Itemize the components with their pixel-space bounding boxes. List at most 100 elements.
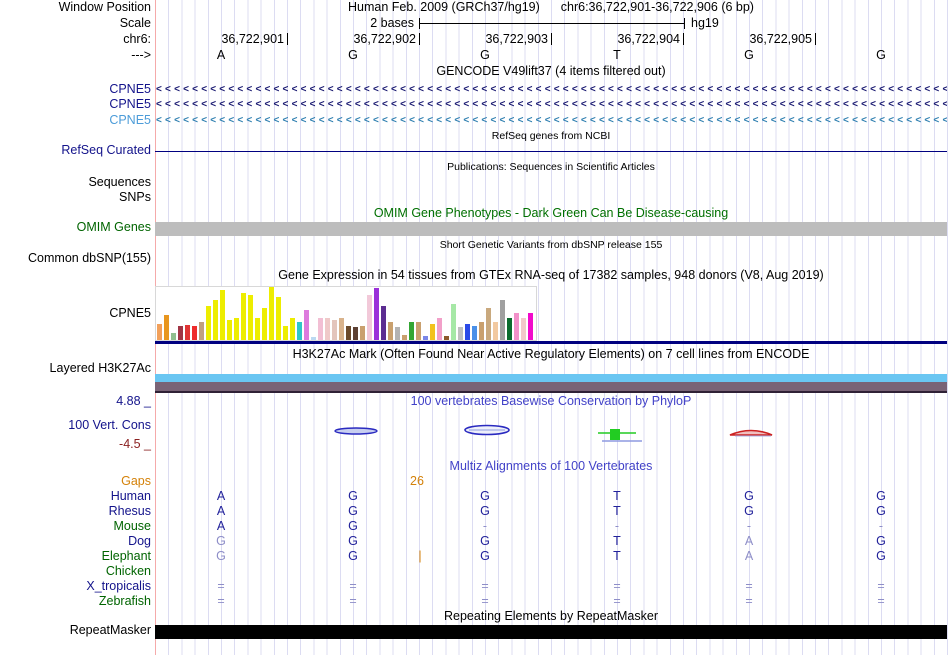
alignment-base: G — [348, 489, 358, 503]
gtex-tissue-bar[interactable] — [325, 318, 330, 340]
h3k27ac-signal-dark-line — [155, 391, 947, 393]
gtex-tissue-bar[interactable] — [206, 306, 211, 340]
gtex-tissue-bar[interactable] — [178, 326, 183, 340]
gtex-tissue-bar[interactable] — [486, 308, 491, 340]
gtex-tissue-bar[interactable] — [451, 304, 456, 340]
alignment-base: = — [745, 594, 753, 608]
phylop-mark-red-arc[interactable] — [727, 426, 775, 438]
gtex-tissue-bar[interactable] — [185, 325, 190, 340]
species-label-zebrafish[interactable]: Zebrafish — [98, 594, 151, 608]
gtex-tissue-bar[interactable] — [157, 324, 162, 340]
gtex-tissue-bar[interactable] — [465, 324, 470, 340]
alignment-base: T — [613, 489, 621, 503]
gtex-tissue-bar[interactable] — [241, 293, 246, 340]
gtex-tissue-bar[interactable] — [164, 315, 169, 340]
gtex-tissue-bar[interactable] — [388, 322, 393, 340]
gtex-tissue-bar[interactable] — [192, 326, 197, 340]
gtex-tissue-bar[interactable] — [332, 320, 337, 340]
gtex-tissue-bar[interactable] — [262, 308, 267, 340]
gtex-tissue-bar[interactable] — [479, 322, 484, 340]
species-label-mouse[interactable]: Mouse — [113, 519, 151, 533]
gtex-expression-bars[interactable] — [157, 287, 535, 340]
gtex-tissue-bar[interactable] — [367, 295, 372, 340]
gtex-tissue-bar[interactable] — [416, 322, 421, 340]
window-position-label: Window Position — [58, 0, 151, 14]
gencode-transcript-arrows[interactable]: <<<<<<<<<<<<<<<<<<<<<<<<<<<<<<<<<<<<<<<<… — [156, 115, 947, 126]
gtex-tissue-bar[interactable] — [220, 290, 225, 340]
gtex-tissue-bar[interactable] — [472, 326, 477, 340]
gencode-transcript-label[interactable]: CPNE5 — [109, 97, 151, 111]
phylop-mark-ellipse-1[interactable] — [333, 426, 379, 436]
alignment-base: G — [480, 489, 490, 503]
gtex-tissue-bar[interactable] — [199, 322, 204, 340]
gtex-tissue-bar[interactable] — [402, 335, 407, 340]
gtex-tissue-bar[interactable] — [381, 306, 386, 340]
h3k27ac-signal-mauve[interactable] — [155, 382, 947, 391]
gtex-tissue-bar[interactable] — [346, 326, 351, 340]
gtex-tissue-bar[interactable] — [360, 326, 365, 340]
gencode-transcript-label[interactable]: CPNE5 — [109, 82, 151, 96]
gtex-tissue-bar[interactable] — [493, 322, 498, 340]
gtex-tissue-bar[interactable] — [248, 295, 253, 340]
gtex-tissue-bar[interactable] — [514, 313, 519, 340]
alignment-base: - — [482, 519, 488, 533]
gtex-tissue-bar[interactable] — [507, 318, 512, 340]
gtex-tissue-bar[interactable] — [297, 322, 302, 340]
gtex-tissue-bar[interactable] — [171, 333, 176, 340]
gtex-tissue-bar[interactable] — [444, 336, 449, 340]
gtex-tissue-bar[interactable] — [500, 300, 505, 340]
phylop-mark-green-box[interactable] — [596, 428, 644, 444]
species-label-human[interactable]: Human — [110, 489, 151, 503]
alignment-base: - — [746, 519, 752, 533]
gtex-tissue-bar[interactable] — [311, 337, 316, 340]
gtex-tissue-bar[interactable] — [269, 287, 274, 340]
gtex-tissue-bar[interactable] — [430, 324, 435, 340]
gtex-tissue-bar[interactable] — [395, 327, 400, 340]
gtex-tissue-bar[interactable] — [528, 313, 533, 340]
coordinate-tick — [815, 33, 816, 45]
species-label-x_tropicalis[interactable]: X_tropicalis — [86, 579, 151, 593]
gtex-tissue-bar[interactable] — [423, 336, 428, 340]
gencode-transcript-label[interactable]: CPNE5 — [109, 113, 151, 127]
window-position-value: Human Feb. 2009 (GRCh37/hg19) chr6:36,72… — [155, 1, 947, 14]
gtex-tissue-bar[interactable] — [458, 327, 463, 340]
reference-base: A — [216, 48, 226, 62]
alignment-base: = — [217, 579, 225, 593]
repeatmasker-element-bar[interactable] — [155, 625, 947, 639]
position-text: chr6:36,722,901-36,722,906 (6 bp) — [560, 0, 754, 14]
gtex-tissue-bar[interactable] — [227, 320, 232, 340]
species-label-elephant[interactable]: Elephant — [101, 549, 151, 563]
gtex-tissue-bar[interactable] — [255, 318, 260, 340]
gtex-tissue-bar[interactable] — [409, 322, 414, 340]
phylop-mark-ellipse-2[interactable] — [463, 424, 511, 436]
coordinate-value: 36,722,901 — [221, 32, 284, 46]
gtex-gene-model-line[interactable] — [155, 341, 947, 344]
alignment-base: = — [613, 579, 621, 593]
gtex-tissue-bar[interactable] — [234, 318, 239, 340]
gtex-tissue-bar[interactable] — [213, 300, 218, 340]
alignment-base: - — [878, 519, 884, 533]
gtex-tissue-bar[interactable] — [521, 318, 526, 340]
gtex-tissue-bar[interactable] — [304, 310, 309, 340]
gtex-tissue-bar[interactable] — [276, 297, 281, 340]
gtex-tissue-bar[interactable] — [339, 318, 344, 340]
h3k27ac-signal-blue[interactable] — [155, 374, 947, 382]
refseq-curated-gene-line[interactable] — [155, 151, 947, 152]
gtex-tissue-bar[interactable] — [290, 318, 295, 340]
dbsnp-track-title: Short Genetic Variants from dbSNP releas… — [439, 239, 663, 251]
species-label-dog[interactable]: Dog — [128, 534, 151, 548]
coordinate-value: 36,722,903 — [485, 32, 548, 46]
gencode-transcript-arrows[interactable]: <<<<<<<<<<<<<<<<<<<<<<<<<<<<<<<<<<<<<<<<… — [156, 99, 947, 110]
gtex-tissue-bar[interactable] — [437, 318, 442, 340]
reference-base: T — [613, 48, 621, 62]
gtex-tissue-bar[interactable] — [318, 318, 323, 340]
species-label-rhesus[interactable]: Rhesus — [108, 504, 151, 518]
species-label-chicken[interactable]: Chicken — [105, 564, 151, 578]
gtex-tissue-bar[interactable] — [374, 288, 379, 340]
omim-gene-bar[interactable] — [155, 222, 947, 236]
gtex-tissue-bar[interactable] — [283, 326, 288, 340]
refseq-curated-label: RefSeq Curated — [61, 143, 151, 157]
gtex-tissue-bar[interactable] — [353, 327, 358, 340]
coordinate-tick — [419, 33, 420, 45]
gencode-transcript-arrows[interactable]: <<<<<<<<<<<<<<<<<<<<<<<<<<<<<<<<<<<<<<<<… — [156, 84, 947, 95]
